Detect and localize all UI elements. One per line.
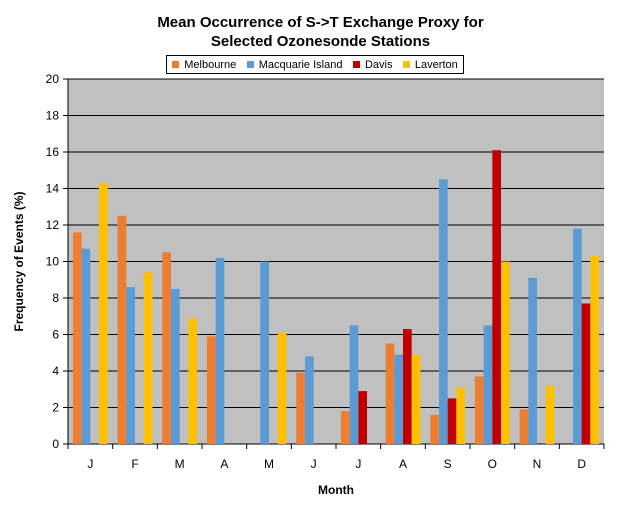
legend-item: Davis [352, 58, 393, 71]
bar [590, 256, 600, 444]
bar [411, 354, 421, 444]
x-tick-label: J [355, 457, 361, 471]
x-tick-label: D [577, 457, 586, 471]
bar [394, 354, 403, 444]
bar [188, 318, 198, 444]
bar [260, 261, 269, 444]
x-tick-label: J [87, 457, 93, 471]
legend-label: Laverton [414, 58, 458, 71]
bar [99, 183, 108, 444]
legend-item: Laverton [402, 58, 458, 71]
legend-swatch [172, 61, 180, 68]
x-tick-label: N [533, 457, 542, 471]
y-tick-label: 18 [46, 109, 60, 123]
y-tick-label: 14 [46, 182, 60, 196]
bar [206, 336, 216, 444]
chart-subtitle: Selected Ozonesonde Stations [210, 33, 431, 50]
chart-title: Mean Occurrence of S->T Exchange Proxy f… [157, 14, 484, 31]
x-tick-label: A [220, 457, 228, 471]
x-tick-label: S [444, 457, 452, 471]
bar [277, 332, 287, 444]
x-axis-title: Month [318, 483, 354, 497]
bar [304, 356, 314, 444]
bar [72, 232, 82, 444]
bar [215, 257, 225, 444]
legend-label: Melbourne [184, 58, 237, 71]
bar [430, 414, 439, 444]
bar [572, 228, 582, 444]
legend-label: Macquarie Island [258, 58, 343, 71]
x-tick-label: J [311, 457, 317, 471]
bar [296, 372, 305, 444]
legend-swatch [402, 61, 410, 68]
bar [519, 409, 529, 444]
bar [143, 272, 153, 444]
bar [385, 343, 395, 444]
legend-item: Macquarie Island [246, 58, 343, 71]
y-tick-label: 10 [46, 255, 60, 269]
legend-swatch [246, 61, 254, 68]
bar [438, 179, 448, 444]
x-tick-label: M [264, 457, 274, 471]
y-tick-label: 12 [46, 218, 60, 232]
bar [528, 277, 537, 444]
y-tick-label: 6 [52, 328, 59, 342]
y-tick-label: 20 [46, 72, 60, 86]
legend-item: Melbourne [172, 59, 236, 71]
bar [492, 150, 502, 445]
bar [117, 215, 127, 444]
y-tick-label: 2 [52, 401, 59, 415]
bar [456, 387, 466, 444]
y-tick-label: 8 [52, 291, 59, 305]
legend: Melbourne Macquarie Island Davis Laverton [166, 55, 464, 74]
bar [447, 398, 457, 444]
bar [403, 329, 412, 444]
bar [545, 385, 555, 444]
bar [349, 325, 359, 444]
x-tick-label: A [399, 457, 407, 471]
y-axis-title: Frequency of Events (%) [12, 191, 26, 331]
bar [162, 252, 171, 444]
bar [358, 391, 368, 444]
x-tick-label: O [488, 457, 497, 471]
bar [474, 376, 484, 444]
y-tick-label: 0 [52, 437, 59, 451]
y-tick-label: 16 [46, 145, 60, 159]
bar [581, 303, 591, 444]
y-tick-label: 4 [52, 364, 59, 378]
bar [340, 411, 350, 444]
bar [483, 325, 493, 444]
bar [81, 248, 91, 444]
x-tick-label: F [131, 457, 138, 471]
bar [170, 288, 180, 444]
x-tick-label: M [175, 457, 185, 471]
legend-swatch [352, 61, 360, 68]
bar [501, 261, 510, 444]
bar [126, 287, 135, 444]
legend-label: Davis [364, 58, 393, 71]
